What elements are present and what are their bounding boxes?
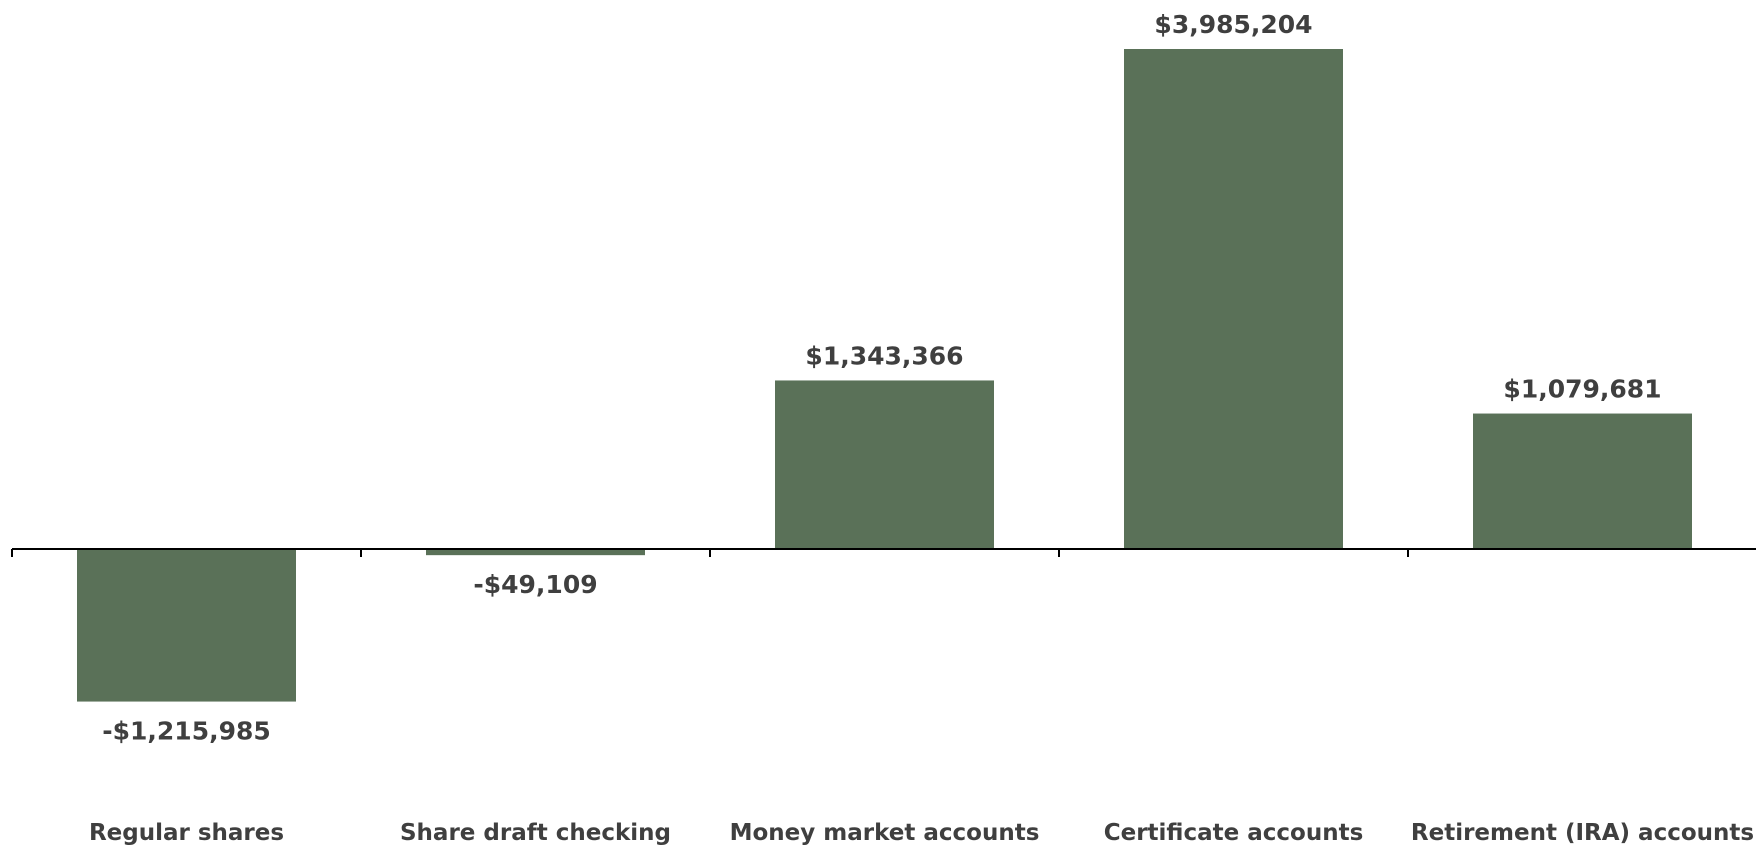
data-label-3: $3,985,204 <box>1154 10 1312 39</box>
category-labels-group: Regular shares Share draft checking Money … <box>89 820 1754 845</box>
x-axis <box>11 548 1756 557</box>
bar-4 <box>1473 413 1692 549</box>
bar-1 <box>426 549 645 556</box>
category-label-4: Retirement (IRA) accounts <box>1411 820 1754 845</box>
bar-0 <box>77 549 296 702</box>
category-label-1: Share draft checking <box>400 820 671 845</box>
category-label-0: Regular shares <box>89 820 284 845</box>
category-label-3: Certificate accounts <box>1104 820 1364 845</box>
bar-2 <box>775 380 994 549</box>
data-label-2: $1,343,366 <box>805 341 963 370</box>
data-label-0: -$1,215,985 <box>102 717 271 746</box>
bar-3 <box>1124 49 1343 549</box>
data-label-1: -$49,109 <box>473 570 597 599</box>
data-label-4: $1,079,681 <box>1503 375 1661 404</box>
category-label-2: Money market accounts <box>730 820 1040 845</box>
bars-group <box>77 49 1692 702</box>
data-labels-group: -$1,215,985 -$49,109 $1,343,366 $3,985,204 $… <box>102 10 1661 746</box>
